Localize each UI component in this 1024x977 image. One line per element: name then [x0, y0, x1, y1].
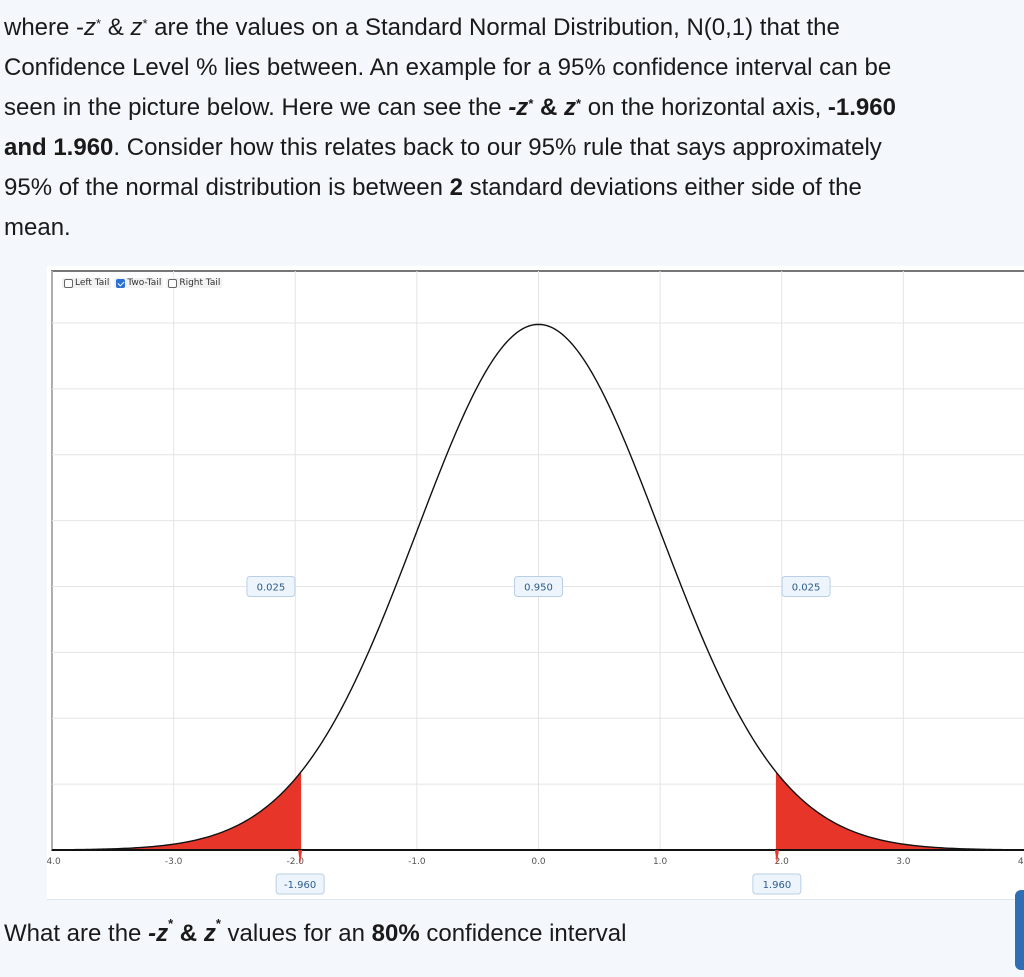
- area-probability-label: 0.025: [257, 583, 286, 594]
- density-curve: [51, 323, 1024, 851]
- text: and 1.960: [4, 134, 114, 161]
- checkbox-label: Left Tail: [75, 278, 110, 288]
- x-tick-label: 0.0: [531, 857, 546, 867]
- text: *: [142, 16, 148, 31]
- text: z: [203, 920, 216, 947]
- critical-value-label: 1.960: [763, 880, 792, 891]
- tail-legend: Left Tail Two-Tail Right Tail: [62, 278, 223, 288]
- text: -z: [508, 94, 529, 121]
- side-action-button[interactable]: [1015, 890, 1024, 970]
- text: *: [215, 916, 221, 931]
- text: *: [96, 16, 102, 31]
- text: z: [84, 14, 97, 41]
- checkbox-icon[interactable]: [64, 278, 73, 288]
- text: &: [173, 920, 204, 947]
- question-text: What are the -z* & z* values for an 80% …: [4, 916, 627, 948]
- area-probability-label: 0.950: [524, 583, 553, 594]
- chart-svg: -4.0-3.0-2.0-1.00.01.02.03.04.00.000.050…: [26, 270, 1024, 895]
- shaded-tail-area: [52, 773, 301, 850]
- text: standard deviations either side of the: [462, 174, 862, 201]
- text: z: [564, 94, 577, 121]
- critical-marker: [774, 850, 779, 864]
- left-tail-checkbox[interactable]: Left Tail: [62, 278, 112, 288]
- shaded-tail-area: [776, 773, 1024, 850]
- text: 80%: [371, 920, 420, 947]
- text: -z: [148, 920, 169, 947]
- text: -1.960: [827, 94, 896, 121]
- text: &: [101, 14, 131, 41]
- x-tick-label: 3.0: [896, 857, 911, 867]
- checkbox-label: Right Tail: [179, 278, 221, 288]
- text: z: [130, 14, 143, 41]
- text: *: [168, 916, 174, 931]
- text: confidence interval: [419, 920, 627, 947]
- critical-value-label-box: [275, 873, 325, 895]
- text: values for an: [220, 920, 372, 947]
- x-tick-label: -1.0: [408, 857, 426, 867]
- text: are the values on a Standard Normal Dist…: [147, 14, 840, 41]
- text: &: [533, 94, 565, 121]
- x-tick-label: -2.0: [286, 857, 304, 867]
- checkbox-icon[interactable]: [168, 278, 178, 288]
- area-probability-label-box: [781, 576, 831, 597]
- text: 2: [449, 174, 463, 201]
- x-tick-label: -3.0: [165, 857, 183, 867]
- critical-value-label-box: [752, 873, 802, 895]
- text: on the horizontal axis,: [581, 94, 828, 121]
- normal-distribution-chart: -4.0-3.0-2.0-1.00.01.02.03.04.00.000.050…: [26, 266, 1024, 900]
- right-tail-checkbox[interactable]: Right Tail: [166, 278, 223, 288]
- x-tick-label: 1.0: [653, 857, 668, 867]
- text: 95% of the normal distribution is betwee…: [4, 174, 450, 201]
- text: . Consider how this relates back to our …: [113, 134, 882, 161]
- x-tick-label: -4.0: [47, 857, 61, 867]
- text: *: [576, 96, 582, 111]
- explanation-paragraph: where -z* & z* are the values on a Stand…: [4, 8, 1024, 248]
- text: Confidence Level % lies between. An exam…: [4, 54, 892, 81]
- text: where -: [4, 14, 85, 41]
- text: *: [528, 96, 534, 111]
- area-probability-label: 0.025: [792, 583, 821, 594]
- text: What are the: [4, 920, 149, 947]
- text: mean.: [4, 214, 71, 241]
- text: seen in the picture below. Here we can s…: [4, 94, 509, 121]
- two-tail-checkbox[interactable]: Two-Tail: [114, 278, 164, 288]
- x-tick-label: 4.0: [1018, 857, 1024, 867]
- x-tick-label: 2.0: [775, 857, 790, 867]
- area-probability-label-box: [514, 576, 563, 597]
- checkbox-label: Two-Tail: [127, 278, 162, 288]
- checkbox-icon[interactable]: [116, 278, 126, 288]
- critical-marker: [298, 850, 303, 864]
- critical-value-label: -1.960: [284, 880, 316, 891]
- area-probability-label-box: [246, 576, 296, 597]
